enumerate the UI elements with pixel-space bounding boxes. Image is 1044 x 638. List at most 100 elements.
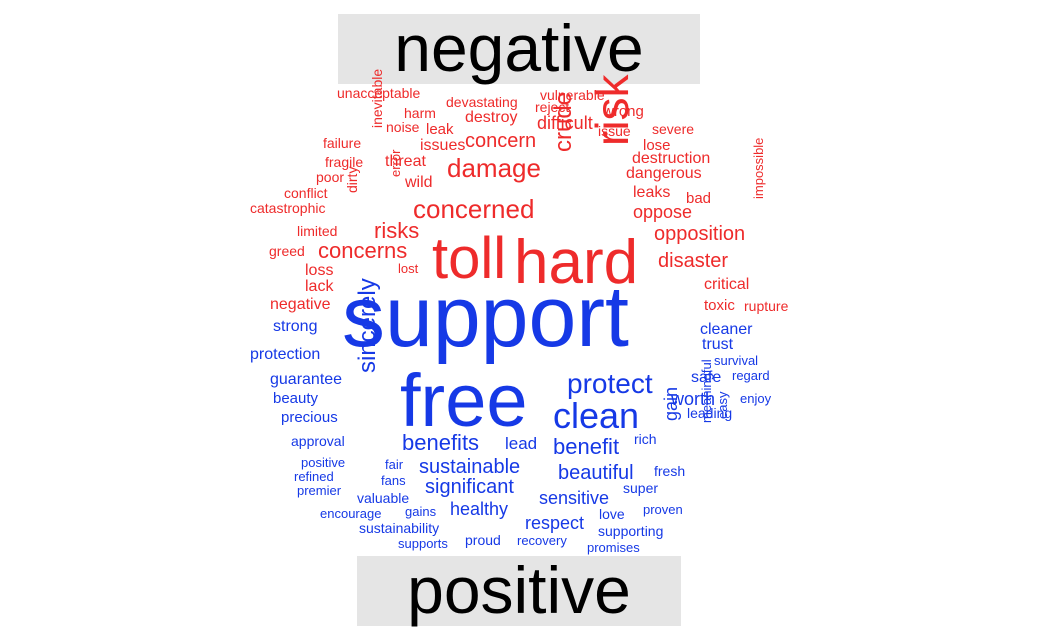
word-negative-dirty: dirty [344, 166, 360, 193]
word-negative-toll: toll [432, 226, 507, 291]
word-negative-fragile: fragile [325, 154, 364, 170]
word-positive-super: super [623, 480, 659, 496]
word-positive-regard: regard [732, 368, 770, 383]
word-negative-issue: issue [598, 123, 631, 139]
word-positive-fresh: fresh [654, 463, 686, 479]
word-negative-damage: damage [447, 153, 541, 183]
word-positive-survival: survival [714, 353, 759, 368]
word-positive-cleaner: cleaner [700, 321, 753, 338]
word-positive-sustainable: sustainable [419, 456, 521, 478]
word-negative-bad: bad [686, 190, 712, 207]
word-positive-supports: supports [398, 536, 448, 551]
word-positive-benefit: benefit [553, 434, 620, 459]
word-negative-threat: threat [385, 153, 426, 170]
word-positive-healthy: healthy [450, 499, 509, 519]
word-negative-reject: reject [535, 99, 570, 115]
word-negative-leak: leak [426, 121, 454, 138]
word-positive-significant: significant [425, 476, 514, 498]
word-negative-wild: wild [405, 174, 433, 191]
word-negative-dangerous: dangerous [626, 165, 702, 182]
word-positive-proud: proud [465, 532, 501, 548]
word-positive-protect: protect [567, 368, 653, 399]
word-negative-noise: noise [386, 119, 420, 135]
word-positive-fair: fair [385, 457, 404, 472]
word-positive-beautiful: beautiful [558, 462, 634, 484]
word-positive-guarantee: guarantee [270, 371, 343, 388]
word-positive-rich: rich [634, 431, 657, 447]
word-positive-proven: proven [643, 502, 683, 517]
group-label-positive: positive [357, 556, 681, 626]
word-positive-support: support [342, 269, 629, 365]
group-label-negative-text: negative [394, 11, 644, 85]
word-negative-toxic: toxic [704, 297, 735, 314]
word-positive-protection: protection [250, 346, 321, 363]
word-negative-harm: harm [404, 105, 436, 121]
word-negative-catastrophic: catastrophic [250, 200, 326, 216]
word-negative-conflict: conflict [284, 185, 328, 201]
word-positive-safe: safe [691, 369, 722, 386]
word-negative-loss: loss [305, 262, 334, 279]
word-positive-love: love [599, 506, 625, 522]
word-negative-greed: greed [269, 243, 305, 259]
word-negative-wrong: wrong [603, 103, 644, 120]
word-negative-vulnerable: vulnerable [540, 87, 605, 103]
word-positive-free: free [400, 359, 528, 442]
word-positive-sustainability: sustainability [359, 520, 440, 536]
group-label-negative: negative [338, 14, 700, 84]
word-positive-positive: positive [301, 455, 346, 470]
word-positive-enjoy: enjoy [740, 391, 772, 406]
word-positive-gains: gains [405, 504, 437, 519]
word-negative-hard: hard [514, 228, 639, 297]
word-positive-precious: precious [281, 409, 338, 426]
word-positive-leading: leading [687, 405, 733, 421]
word-positive-sincerely: sincerely [354, 278, 381, 373]
word-negative-destruction: destruction [632, 150, 711, 167]
word-negative-negative: negative [270, 296, 331, 313]
word-positive-strong: strong [273, 318, 318, 335]
word-negative-critical: critical [704, 276, 750, 293]
word-positive-meaningful: meaningful [699, 359, 714, 423]
word-negative-failure: failure [323, 135, 362, 151]
word-negative-impossible: impossible [751, 137, 766, 199]
word-negative-concerned: concerned [413, 194, 535, 224]
word-positive-clean: clean [553, 395, 640, 436]
word-negative-difficult: difficult [537, 113, 593, 133]
word-negative-poor: poor [316, 169, 345, 185]
word-negative-leaks: leaks [633, 184, 671, 201]
word-negative-lack: lack [305, 278, 334, 295]
word-positive-fans: fans [381, 473, 406, 488]
word-positive-recovery: recovery [517, 533, 567, 548]
word-positive-premier: premier [297, 483, 342, 498]
word-negative-limited: limited [297, 223, 338, 239]
word-positive-benefits: benefits [402, 430, 480, 455]
word-positive-valuable: valuable [357, 490, 410, 506]
word-negative-concern: concern [465, 130, 537, 152]
word-negative-risks: risks [374, 218, 420, 243]
word-negative-oppose: oppose [633, 202, 693, 222]
word-negative-disaster: disaster [658, 250, 729, 272]
word-positive-refined: refined [294, 469, 334, 484]
word-positive-worth: worth [671, 389, 716, 409]
word-negative-devastating: devastating [446, 94, 518, 110]
word-positive-trust: trust [702, 336, 734, 353]
word-negative-issues: issues [420, 137, 466, 154]
word-negative-destroy: destroy [465, 109, 518, 126]
word-positive-easy: easy [715, 391, 730, 419]
word-positive-promises: promises [587, 540, 640, 555]
word-positive-beauty: beauty [273, 390, 319, 407]
word-negative-rupture: rupture [744, 298, 789, 314]
word-positive-lead: lead [505, 434, 538, 453]
word-negative-lost: lost [398, 261, 419, 276]
word-negative-error: error [388, 149, 403, 177]
word-positive-supporting: supporting [598, 523, 664, 539]
word-positive-respect: respect [525, 513, 585, 533]
word-negative-unacceptable: unacceptable [337, 85, 421, 101]
word-positive-encourage: encourage [320, 506, 382, 521]
word-positive-approval: approval [291, 433, 345, 449]
word-positive-sensitive: sensitive [539, 488, 610, 508]
word-negative-severe: severe [652, 121, 695, 137]
word-negative-concerns: concerns [318, 238, 408, 263]
word-negative-lose: lose [643, 137, 671, 154]
group-label-positive-text: positive [407, 553, 631, 627]
